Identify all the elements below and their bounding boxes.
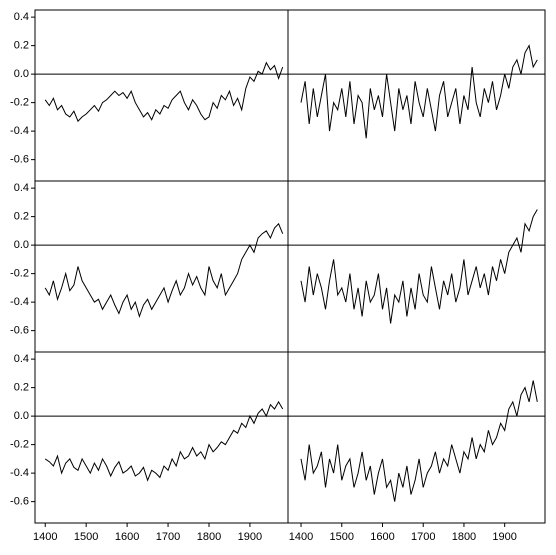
y-tick-label: -0.4 — [10, 125, 29, 137]
series-line — [300, 209, 538, 324]
series-line — [44, 400, 284, 482]
y-tick-label: 0.4 — [14, 11, 29, 23]
panel-frame — [34, 9, 289, 182]
y-tick-label: -0.4 — [10, 296, 29, 308]
x-tick-label: 1600 — [115, 531, 139, 543]
panel-frame — [34, 351, 289, 524]
x-tick-label: 1700 — [156, 531, 180, 543]
series-line — [44, 222, 284, 319]
panel-frame — [287, 351, 546, 524]
series-line — [300, 380, 538, 502]
x-tick-label: 1400 — [289, 531, 313, 543]
y-tick-label: 0.0 — [14, 68, 29, 80]
x-tick-label: 1700 — [411, 531, 435, 543]
y-tick-label: -0.2 — [10, 268, 29, 280]
y-tick-label: -0.6 — [10, 154, 29, 166]
x-tick-label: 1500 — [330, 531, 354, 543]
x-tick-label: 1400 — [33, 531, 57, 543]
x-tick-label: 1600 — [370, 531, 394, 543]
y-tick-label: 0.0 — [14, 410, 29, 422]
x-tick-label: 1800 — [197, 531, 221, 543]
y-tick-label: -0.4 — [10, 467, 29, 479]
panel-frame — [34, 180, 289, 353]
x-tick-label: 1500 — [74, 531, 98, 543]
series-line — [44, 61, 284, 123]
y-tick-label: 0.2 — [14, 382, 29, 394]
x-tick-label: 1900 — [238, 531, 262, 543]
y-tick-label: 0.2 — [14, 40, 29, 52]
x-tick-label: 1800 — [452, 531, 476, 543]
y-tick-label: -0.2 — [10, 97, 29, 109]
y-tick-label: -0.6 — [10, 496, 29, 508]
y-tick-label: 0.4 — [14, 353, 29, 365]
y-tick-label: -0.6 — [10, 325, 29, 337]
y-tick-label: 0.2 — [14, 211, 29, 223]
y-tick-label: -0.2 — [10, 439, 29, 451]
series-line — [300, 44, 538, 139]
y-tick-label: 0.0 — [14, 239, 29, 251]
y-tick-label: 0.4 — [14, 182, 29, 194]
x-tick-label: 1900 — [492, 531, 516, 543]
